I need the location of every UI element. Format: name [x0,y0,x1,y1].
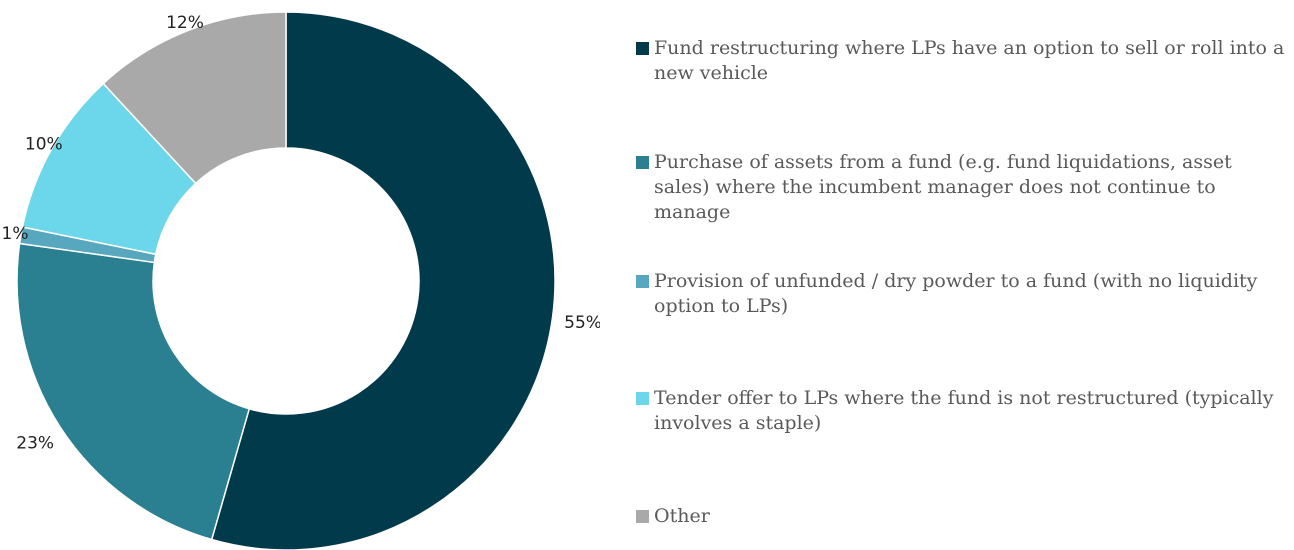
legend-item-fund-restructuring: Fund restructuring where LPs have an opt… [636,36,1286,86]
slice-purchase-of-assets [16,242,251,541]
slice-labels: 55% 23% 1% 10% 12% [2,13,600,454]
slice-other [102,11,287,185]
legend-label: Other [654,505,710,527]
donut-slices [16,11,556,550]
slice-label-tender-offer: 10% [25,135,63,155]
slice-label-fund-restructuring: 55% [564,313,600,333]
legend-swatch [636,510,649,523]
legend-item-provision-of-unfunded: Provision of unfunded / dry powder to a … [636,269,1286,319]
legend-item-other: Other [636,504,1286,529]
legend-label: Tender offer to LPs where the fund is no… [654,387,1274,434]
slice-label-provision-of-unfunded: 1% [2,224,29,244]
legend-swatch [636,275,649,288]
slice-fund-restructuring [210,11,556,550]
chart-legend: Fund restructuring where LPs have an opt… [636,0,1286,550]
legend-swatch [636,42,649,55]
legend-label: Fund restructuring where LPs have an opt… [654,37,1285,84]
legend-swatch [636,392,649,405]
legend-item-tender-offer: Tender offer to LPs where the fund is no… [636,386,1286,436]
legend-swatch [636,156,649,169]
slice-label-purchase-of-assets: 23% [16,434,54,454]
donut-chart: 55% 23% 1% 10% 12% [2,11,600,550]
legend-label: Provision of unfunded / dry powder to a … [654,270,1258,317]
legend-label: Purchase of assets from a fund (e.g. fun… [654,151,1232,223]
slice-label-other: 12% [166,13,204,33]
legend-item-purchase-of-assets: Purchase of assets from a fund (e.g. fun… [636,150,1286,225]
